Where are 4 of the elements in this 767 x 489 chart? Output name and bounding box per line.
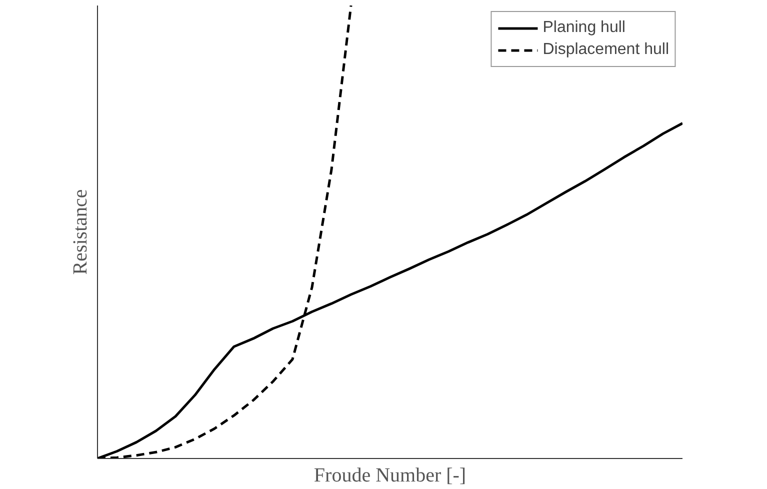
x-axis-title: Froude Number [-] [314,464,466,486]
legend-label: Displacement hull [542,41,669,59]
legend-label: Planing hull [542,19,626,37]
y-axis-title: Resistance [70,189,92,275]
